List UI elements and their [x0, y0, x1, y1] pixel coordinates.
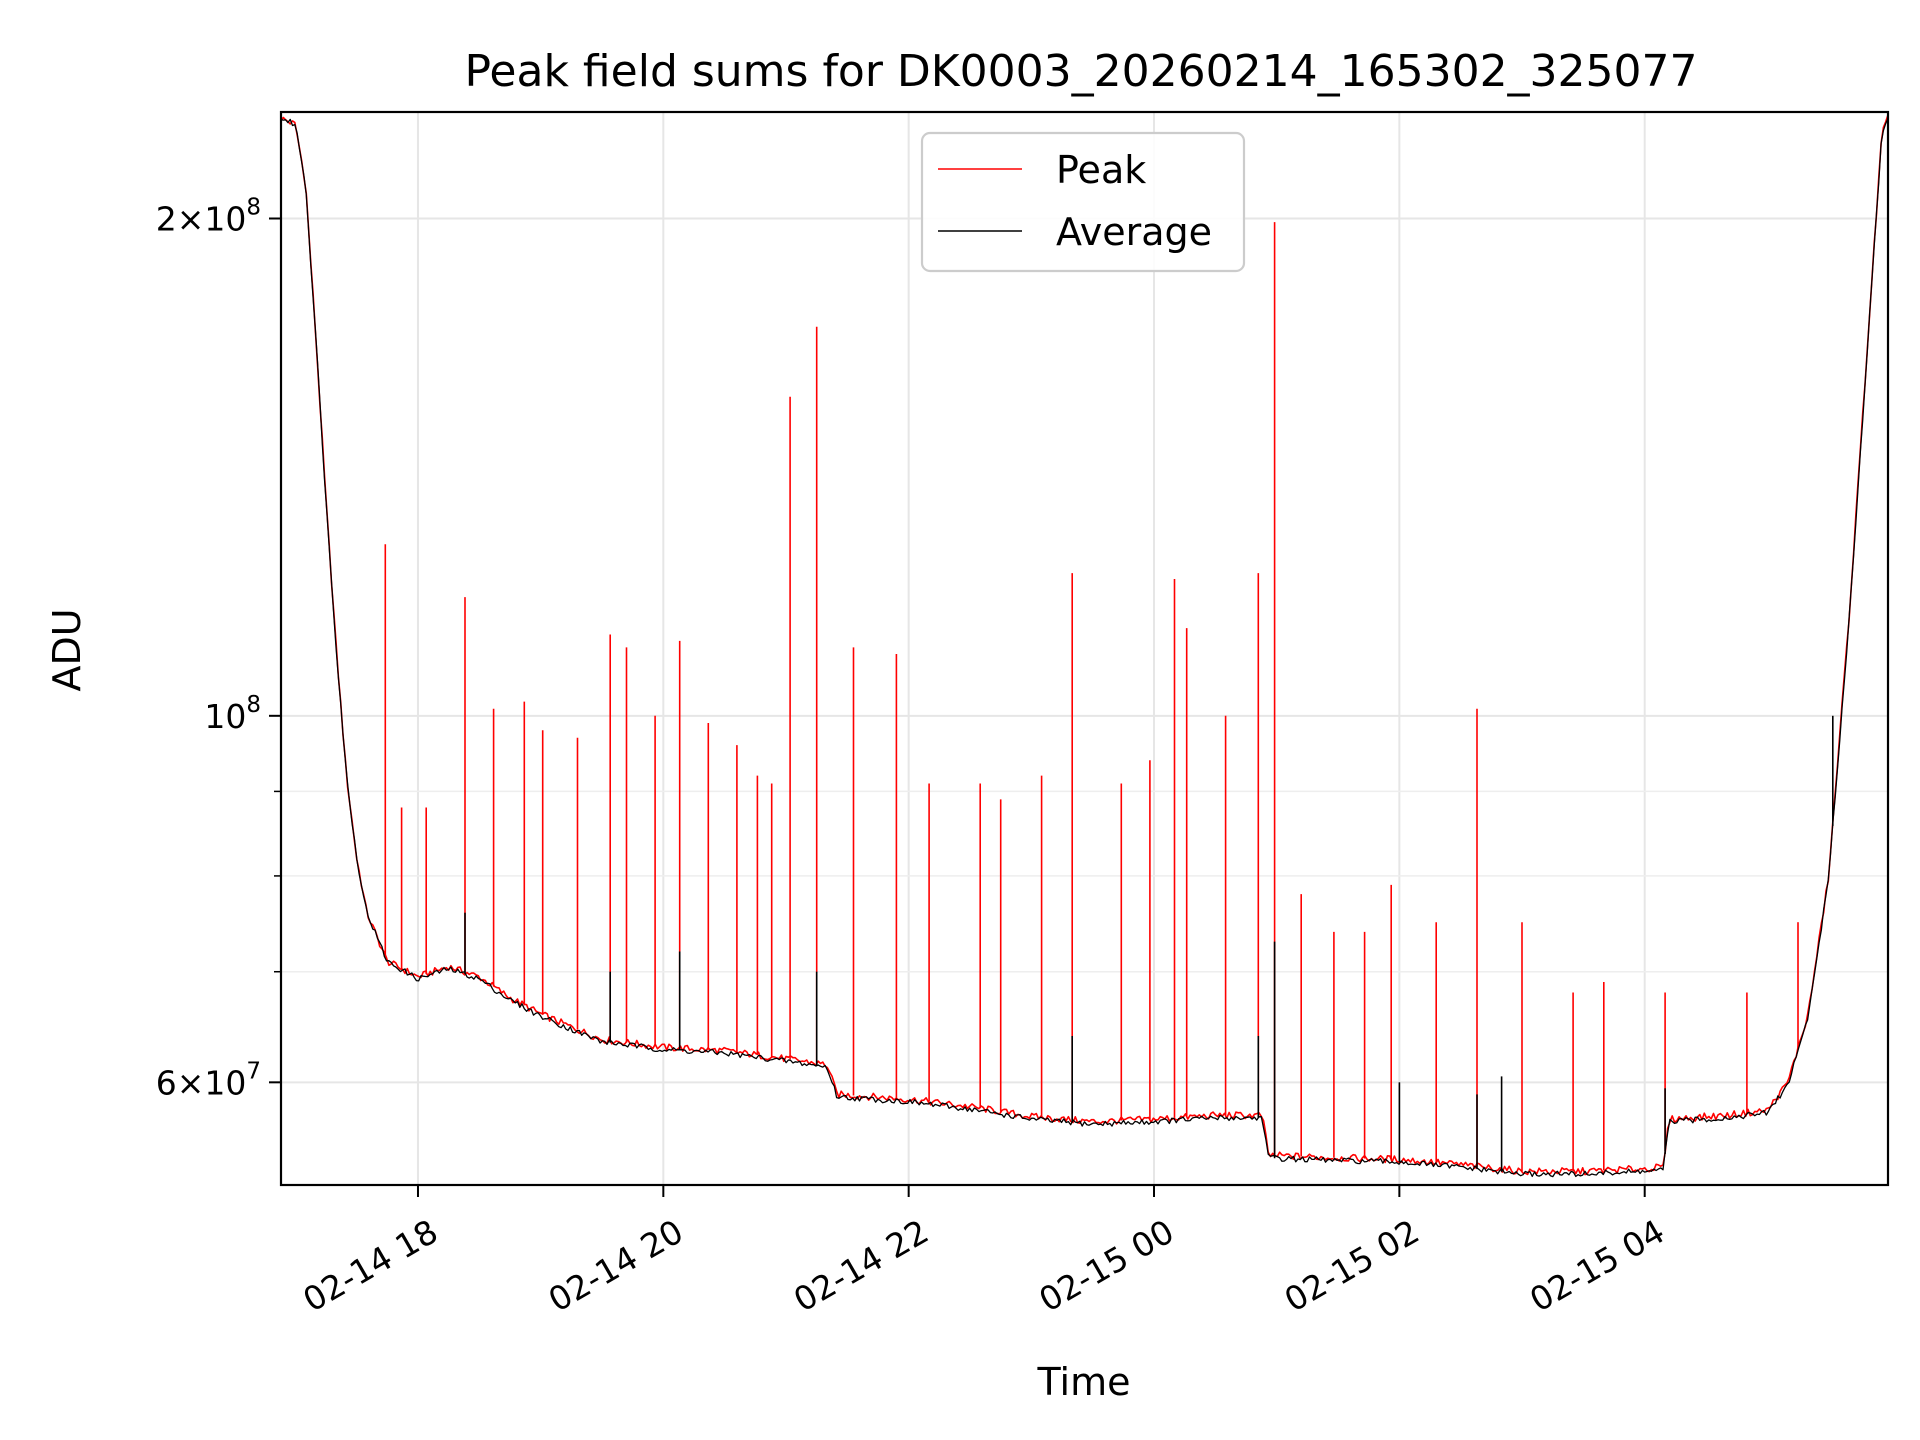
series-layer — [281, 114, 1888, 1178]
legend: Peak Average — [920, 131, 1246, 273]
series-line-average — [281, 117, 1888, 1178]
y-axis-label: ADU — [45, 608, 89, 691]
grid-lines — [281, 112, 1888, 1185]
y-tick-label-base: 10 — [204, 697, 246, 736]
x-axis-label: Time — [1037, 1360, 1131, 1404]
legend-label-peak: Peak — [1056, 148, 1146, 192]
y-tick-label: 108 — [204, 692, 261, 736]
y-tick-label: 6×107 — [156, 1058, 261, 1102]
chart-title: Peak field sums for DK0003_20260214_1653… — [464, 46, 1697, 97]
legend-label-average: Average — [1056, 210, 1212, 254]
series-average — [281, 117, 1888, 1178]
y-tick-label-exponent: 8 — [246, 692, 261, 718]
series-peak — [281, 114, 1888, 1176]
y-tick-label-exponent: 8 — [246, 194, 261, 220]
plot-frame — [279, 110, 1890, 1187]
y-tick-label-base: 2×10 — [156, 199, 247, 238]
series-line-peak — [281, 114, 1888, 1176]
legend-box — [920, 131, 1246, 273]
y-tick-label-exponent: 7 — [246, 1058, 261, 1084]
y-tick-label: 2×108 — [156, 194, 261, 238]
y-tick-label-base: 6×10 — [156, 1063, 247, 1102]
